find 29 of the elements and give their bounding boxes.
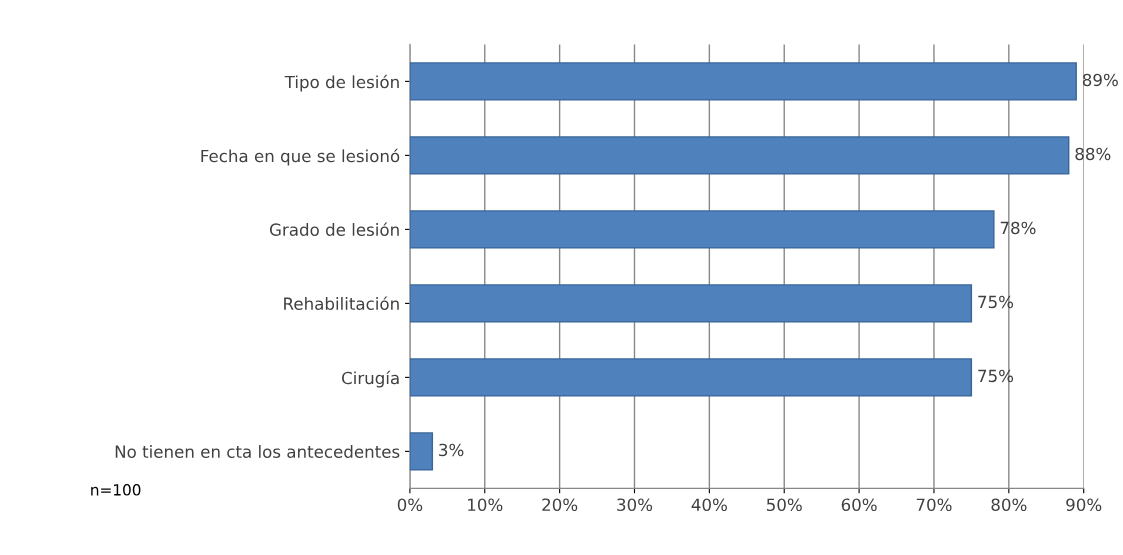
data-label: 89% (1082, 73, 1118, 87)
y-tick-label: No tienen en cta los antecedentes (115, 445, 400, 458)
data-label: 75% (978, 369, 1014, 383)
bar (409, 358, 973, 397)
x-tick-label: 70% (916, 498, 952, 512)
bar (409, 284, 973, 323)
data-label: 88% (1075, 147, 1111, 161)
x-tick-label: 40% (691, 498, 727, 512)
x-tick-label: 60% (841, 498, 877, 512)
x-tick-label: 0% (397, 498, 423, 512)
y-tick-label: Tipo de lesión (284, 74, 399, 92)
x-tick-label: 50% (766, 498, 802, 512)
x-tick-label: 90% (1066, 498, 1102, 512)
data-label: 3% (439, 443, 464, 457)
y-tick-label: Fecha en que se lesionó (201, 148, 400, 166)
bar (409, 210, 995, 249)
y-tick-label: Rehabilitación (284, 296, 399, 310)
x-tick-label: 80% (991, 498, 1027, 512)
y-tick-label: Grado de lesión (269, 222, 399, 236)
x-tick-label: 20% (542, 498, 578, 512)
data-label: 78% (1000, 221, 1036, 235)
y-tick-label: Cirugía (342, 370, 399, 388)
bar (409, 432, 434, 471)
bar (409, 62, 1077, 101)
data-label: 75% (978, 295, 1014, 309)
x-tick-label: 30% (617, 498, 653, 512)
bar (409, 136, 1070, 175)
x-tick-label: 10% (468, 498, 503, 512)
text: n=100 (91, 484, 141, 496)
